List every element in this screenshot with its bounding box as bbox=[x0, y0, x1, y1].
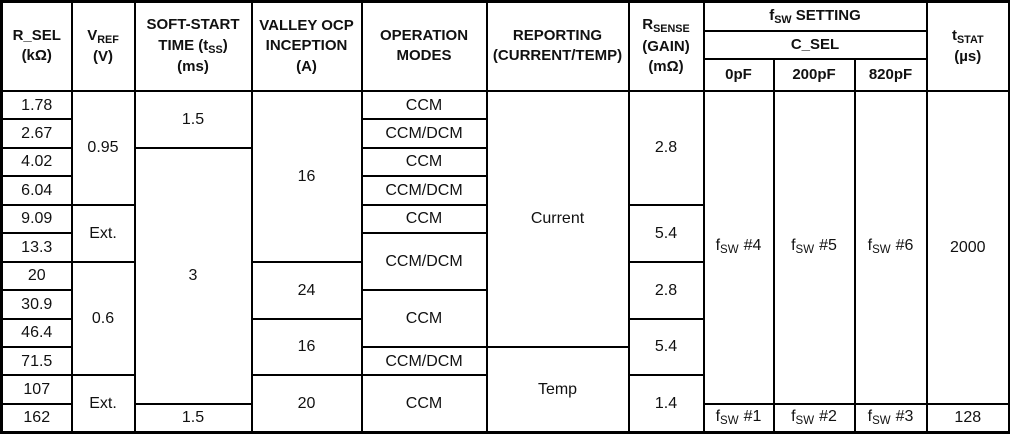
reporting-header: REPORTING (CURRENT/TEMP) bbox=[485, 0, 630, 92]
soft-start-header-unit: (ms) bbox=[177, 58, 209, 76]
rsel-cell: 13.3 bbox=[0, 232, 73, 263]
valley-ocp-header-line1: VALLEY OCP bbox=[259, 17, 354, 35]
valley-ocp-cell: 24 bbox=[250, 260, 363, 320]
tstat-cell: 128 bbox=[925, 402, 1010, 434]
reporting-header-line2: (CURRENT/TEMP) bbox=[492, 47, 623, 65]
rsel-cell: 9.09 bbox=[0, 203, 73, 235]
rsel-header-title: R_SEL bbox=[12, 27, 61, 45]
vref-header-title: VREF bbox=[87, 26, 119, 46]
valley-ocp-header: VALLEY OCP INCEPTION (A) bbox=[250, 0, 363, 92]
reporting-header-line1: REPORTING bbox=[512, 27, 603, 45]
rsense-header: RSENSE (GAIN) (mΩ) bbox=[627, 0, 705, 92]
fsw-setting-header: fSW SETTING bbox=[702, 0, 928, 32]
valley-ocp-cell: 20 bbox=[250, 374, 363, 434]
rsel-cell: 6.04 bbox=[0, 175, 73, 206]
rsel-cell: 20 bbox=[0, 260, 73, 292]
operation-modes-header-line2: MODES bbox=[396, 47, 452, 65]
fsw-cell-0pf: fSW #4 bbox=[702, 89, 775, 405]
rsel-header-unit: (kΩ) bbox=[21, 47, 52, 65]
fsw-cell-0pf: fSW #1 bbox=[702, 402, 775, 434]
rsel-header: R_SEL (kΩ) bbox=[0, 0, 73, 92]
csel-option-0pf: 0pF bbox=[702, 58, 775, 92]
fsw-cell-200pf: fSW #2 bbox=[772, 402, 856, 434]
rsel-cell: 1.78 bbox=[0, 89, 73, 121]
op-mode-cell: CCM/DCM bbox=[360, 345, 488, 377]
rsel-cell: 107 bbox=[0, 374, 73, 405]
valley-ocp-cell: 16 bbox=[250, 89, 363, 263]
op-mode-cell: CCM/DCM bbox=[360, 175, 488, 206]
rsel-cell: 4.02 bbox=[0, 146, 73, 178]
rsel-cell: 2.67 bbox=[0, 118, 73, 149]
csel-option-200pf: 200pF bbox=[772, 58, 856, 92]
tstat-header-unit: (µs) bbox=[954, 48, 982, 66]
csel-option-820pf: 820pF bbox=[853, 58, 928, 92]
soft-start-header-line1: SOFT-START bbox=[146, 16, 240, 34]
soft-start-cell: 3 bbox=[133, 146, 253, 405]
vref-header: VREF (V) bbox=[70, 0, 136, 92]
vref-cell: 0.95 bbox=[70, 89, 136, 206]
tstat-cell: 2000 bbox=[925, 89, 1010, 405]
op-mode-cell: CCM bbox=[360, 89, 488, 121]
op-mode-cell: CCM bbox=[360, 203, 488, 235]
rsel-cell: 46.4 bbox=[0, 317, 73, 349]
tstat-header: tSTAT (µs) bbox=[925, 0, 1010, 92]
soft-start-cell: 1.5 bbox=[133, 402, 253, 434]
op-mode-cell: CCM/DCM bbox=[360, 232, 488, 292]
op-mode-cell: CCM bbox=[360, 289, 488, 348]
rsel-cell: 30.9 bbox=[0, 289, 73, 320]
op-mode-cell: CCM bbox=[360, 374, 488, 434]
rsense-cell: 1.4 bbox=[627, 374, 705, 434]
valley-ocp-cell: 16 bbox=[250, 317, 363, 377]
reporting-cell: Temp bbox=[485, 346, 630, 434]
rsense-header-unit: (mΩ) bbox=[648, 58, 684, 76]
tstat-header-title: tSTAT bbox=[951, 26, 984, 46]
soft-start-header-line2: TIME (tSS) bbox=[158, 36, 228, 56]
rsense-cell: 2.8 bbox=[627, 89, 705, 206]
rsel-cell: 162 bbox=[0, 402, 73, 434]
vref-cell: 0.6 bbox=[70, 260, 136, 377]
csel-header: C_SEL bbox=[702, 29, 928, 61]
rsense-header-title: RSENSE bbox=[642, 16, 690, 36]
reporting-cell: Current bbox=[485, 89, 630, 349]
rsense-cell: 2.8 bbox=[627, 260, 705, 320]
soft-start-header: SOFT-START TIME (tSS) (ms) bbox=[133, 0, 253, 92]
op-mode-cell: CCM/DCM bbox=[360, 118, 488, 149]
operation-modes-header: OPERATION MODES bbox=[360, 0, 488, 92]
soft-start-cell: 1.5 bbox=[133, 89, 253, 149]
fsw-cell-200pf: fSW #5 bbox=[772, 89, 856, 405]
rsense-cell: 5.4 bbox=[627, 317, 705, 377]
rsense-cell: 5.4 bbox=[627, 203, 705, 263]
rsense-header-line2: (GAIN) bbox=[642, 38, 690, 55]
vref-cell: Ext. bbox=[70, 203, 136, 263]
fsw-cell-820pf: fSW #6 bbox=[853, 89, 928, 405]
valley-ocp-header-unit: (A) bbox=[296, 57, 317, 75]
op-mode-cell: CCM bbox=[360, 146, 488, 178]
operation-modes-header-line1: OPERATION bbox=[379, 27, 469, 45]
rsel-cell: 71.5 bbox=[0, 345, 73, 377]
vref-cell: Ext. bbox=[70, 374, 136, 434]
fsw-cell-820pf: fSW #3 bbox=[853, 402, 928, 434]
valley-ocp-header-line2: INCEPTION bbox=[265, 37, 348, 55]
vref-header-unit: (V) bbox=[93, 48, 113, 66]
